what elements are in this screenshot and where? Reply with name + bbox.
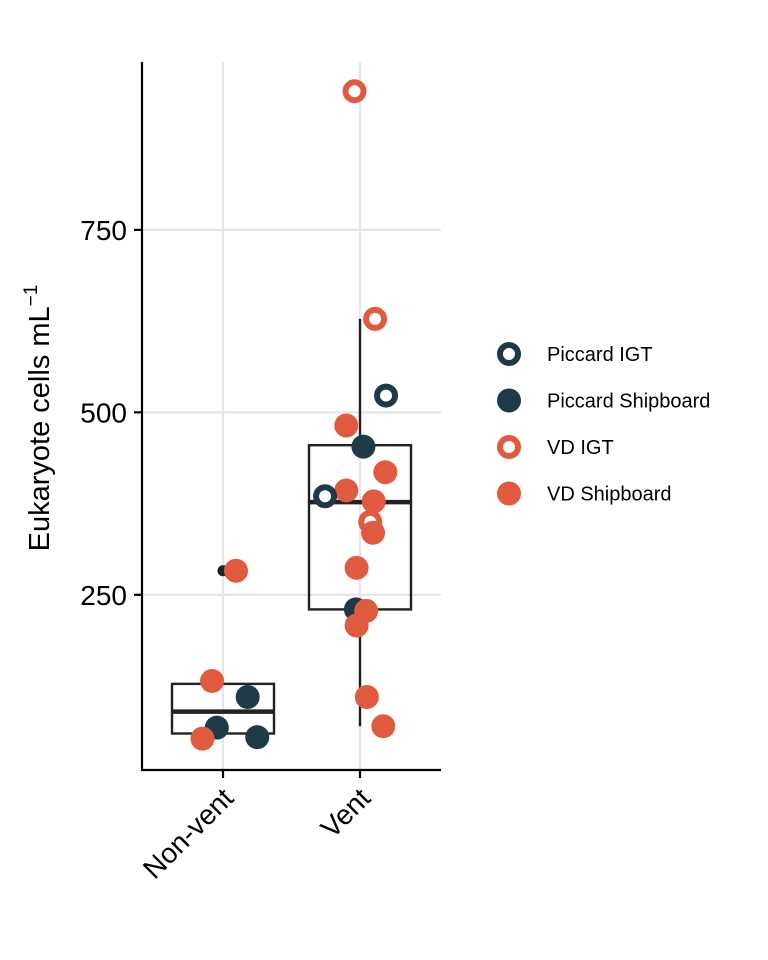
point-vd-shipboard bbox=[371, 714, 396, 739]
point-vd-shipboard bbox=[200, 668, 225, 693]
y-tick-label: 500 bbox=[80, 397, 127, 428]
point-piccard-shipboard bbox=[235, 685, 260, 710]
point-vd-igt bbox=[342, 79, 367, 104]
tick-labels: 250 500 750 Non-vent Vent bbox=[80, 215, 376, 885]
point-vd-shipboard bbox=[361, 489, 386, 514]
y-axis-title-text: Eukaryote cells mL bbox=[24, 306, 56, 551]
point-piccard-shipboard bbox=[351, 434, 376, 459]
legend-key-ring bbox=[497, 342, 521, 366]
boxplots bbox=[170, 85, 413, 735]
point-vd-shipboard bbox=[190, 726, 215, 751]
legend-key-filled bbox=[497, 481, 521, 506]
y-tick-label: 750 bbox=[80, 215, 127, 246]
legend-label: VD IGT bbox=[547, 437, 614, 459]
legend-label: VD Shipboard bbox=[547, 484, 672, 506]
x-tick-label-vent: Vent bbox=[315, 782, 377, 844]
point-vd-shipboard bbox=[354, 685, 379, 710]
legend: Piccard IGT Piccard Shipboard VD IGT VD Shi… bbox=[497, 342, 710, 506]
legend-item-vd-igt: VD IGT bbox=[497, 435, 614, 459]
legend-key-ring bbox=[497, 435, 521, 459]
point-piccard-shipboard bbox=[245, 725, 270, 750]
y-axis-title: Eukaryote cells mL−1 bbox=[21, 285, 56, 552]
point-piccard-igt bbox=[374, 383, 399, 408]
point-vd-shipboard bbox=[334, 478, 359, 503]
grid bbox=[142, 62, 441, 770]
point-vd-shipboard bbox=[334, 413, 359, 438]
legend-item-piccard-igt: Piccard IGT bbox=[497, 342, 653, 366]
point-piccard-igt bbox=[313, 484, 338, 509]
point-vd-shipboard bbox=[224, 558, 249, 583]
x-tick-label-non-vent: Non-vent bbox=[137, 782, 239, 884]
y-axis-title-superscript: −1 bbox=[21, 285, 42, 307]
point-vd-shipboard bbox=[344, 613, 369, 638]
legend-label: Piccard Shipboard bbox=[547, 391, 710, 413]
y-tick-label: 250 bbox=[80, 580, 127, 611]
legend-key-filled bbox=[497, 388, 521, 413]
point-vd-igt bbox=[363, 306, 388, 331]
legend-item-vd-shipboard: VD Shipboard bbox=[497, 481, 672, 506]
data-points bbox=[190, 79, 399, 751]
legend-label: Piccard IGT bbox=[547, 344, 653, 366]
point-vd-shipboard bbox=[373, 460, 398, 485]
axes bbox=[140, 62, 441, 772]
point-vd-shipboard bbox=[344, 555, 369, 580]
point-vd-shipboard bbox=[361, 520, 386, 545]
legend-item-piccard-shipboard: Piccard Shipboard bbox=[497, 388, 710, 413]
